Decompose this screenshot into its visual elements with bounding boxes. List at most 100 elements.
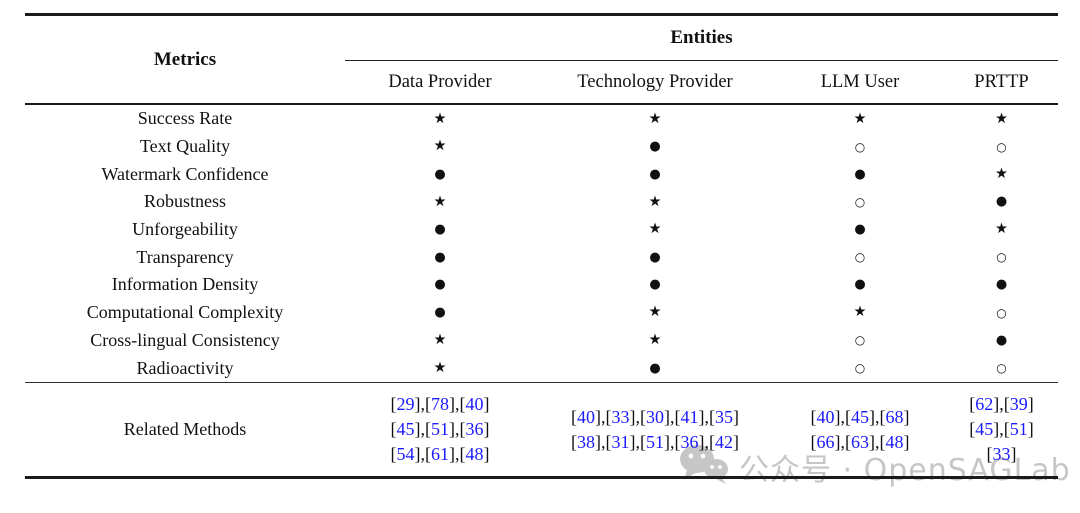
citation-link[interactable]: 31: [611, 431, 630, 452]
open-circle-symbol: ○: [854, 139, 866, 154]
citation-bracket: [: [969, 394, 976, 415]
citation-bracket: ]: [483, 394, 490, 415]
open-circle-symbol: ○: [854, 361, 866, 376]
citation-link[interactable]: 35: [715, 406, 733, 427]
citation-comma: ,: [420, 394, 426, 415]
citation-bracket: ]: [1010, 444, 1017, 465]
citation-link[interactable]: 36: [465, 419, 484, 440]
citation-bracket: ]: [483, 444, 490, 465]
citation-line: [62],[39]: [945, 392, 1058, 417]
citation-bracket: [: [390, 394, 397, 415]
citation-link[interactable]: 63: [851, 431, 869, 452]
citation-link[interactable]: 61: [431, 444, 449, 465]
citation-line: [40],[33],[30],[41],[35]: [535, 405, 775, 430]
citation-link[interactable]: 62: [975, 394, 994, 415]
citation-bracket: [: [605, 406, 612, 427]
metric-row: Text Quality ★ ● ○ ○: [25, 133, 1058, 161]
citation-link[interactable]: 39: [1009, 394, 1028, 415]
citation-link[interactable]: 29: [396, 394, 415, 415]
citation-line: [29],[78],[40]: [345, 392, 535, 417]
citation-bracket: ]: [834, 431, 841, 452]
citation-link[interactable]: 54: [396, 444, 415, 465]
citation-bracket: [: [879, 431, 886, 452]
citation-comma: ,: [601, 406, 606, 427]
citation-bracket: [: [810, 431, 817, 452]
citation-comma: ,: [455, 394, 460, 415]
citation-bracket: ]: [629, 406, 636, 427]
citation-bracket: [: [459, 394, 466, 415]
citation-comma: ,: [635, 431, 641, 452]
citation-bracket: [: [674, 406, 681, 427]
header-rule: [25, 103, 1058, 105]
citation-bracket: ]: [414, 419, 421, 440]
citation-bracket: ]: [664, 431, 670, 452]
citation-bracket: ]: [733, 431, 739, 452]
citation-link[interactable]: 41: [680, 406, 699, 427]
citation-bracket: [: [425, 394, 431, 415]
citation-bracket: ]: [449, 444, 455, 465]
column-header-prttp: PRTTP: [974, 71, 1029, 92]
citation-bracket: ]: [733, 406, 739, 427]
citation-comma: ,: [420, 419, 426, 440]
citation-link[interactable]: 48: [885, 431, 904, 452]
metric-row: Computational Complexity ● ★ ★ ○: [25, 299, 1058, 327]
citation-bracket: [: [969, 419, 976, 440]
citation-bracket: [: [1003, 394, 1010, 415]
citation-comma: ,: [420, 444, 426, 465]
open-circle-symbol: ○: [996, 361, 1007, 376]
citation-link[interactable]: 38: [577, 431, 595, 452]
citation-link[interactable]: 51: [431, 419, 449, 440]
metric-row: Transparency ● ● ○ ○: [25, 243, 1058, 271]
citation-bracket: [: [571, 406, 577, 427]
citation-link[interactable]: 42: [715, 431, 733, 452]
citation-line: [45],[51]: [945, 417, 1058, 442]
entities-underline: [345, 60, 1058, 61]
citation-bracket: ]: [993, 419, 1000, 440]
citation-link[interactable]: 45: [975, 419, 994, 440]
citation-link[interactable]: 40: [816, 406, 835, 427]
citation-bracket: [: [390, 419, 397, 440]
metric-label: Text Quality: [139, 136, 231, 157]
metric-label: Robustness: [143, 191, 226, 212]
citation-link[interactable]: 33: [992, 444, 1011, 465]
citation-bracket: ]: [869, 431, 875, 452]
star-symbol: ★: [433, 138, 447, 155]
column-header-data-provider: Data Provider: [388, 71, 492, 92]
citation-link[interactable]: 68: [885, 406, 904, 427]
citation-link[interactable]: 30: [646, 406, 664, 427]
citation-bracket: [: [1003, 419, 1010, 440]
column-header-technology-provider: Technology Provider: [577, 71, 733, 92]
citation-bracket: ]: [993, 394, 1000, 415]
citation-comma: ,: [704, 431, 710, 452]
citation-comma: ,: [601, 431, 606, 452]
filled-circle-symbol: ●: [649, 139, 661, 155]
citation-link[interactable]: 45: [396, 419, 415, 440]
related-methods-label: Related Methods: [123, 419, 247, 440]
citation-link[interactable]: 36: [680, 431, 699, 452]
citation-link[interactable]: 45: [851, 406, 869, 427]
citation-link[interactable]: 51: [1009, 419, 1028, 440]
citation-comma: ,: [875, 431, 880, 452]
metric-label: Cross-lingual Consistency: [90, 329, 280, 350]
citation-bracket: [: [709, 406, 715, 427]
metric-row: Unforgeability ● ★ ● ★: [25, 216, 1058, 244]
citation-link[interactable]: 40: [577, 406, 595, 427]
citation-line: [40],[45],[68]: [775, 405, 945, 430]
related-methods-row: Related Methods [29],[78],[40] [45],[51],…: [25, 383, 1058, 476]
metric-row: Robustness ★ ★ ○ ●: [25, 188, 1058, 216]
citation-link[interactable]: 51: [646, 431, 664, 452]
citation-link[interactable]: 66: [816, 431, 835, 452]
metric-label: Computational Complexity: [86, 302, 284, 323]
citation-link[interactable]: 78: [431, 394, 449, 415]
citation-link[interactable]: 40: [465, 394, 484, 415]
filled-circle-symbol: ●: [649, 249, 661, 265]
bottom-rule: [25, 476, 1058, 480]
citation-comma: ,: [455, 419, 460, 440]
citation-bracket: ]: [834, 406, 841, 427]
citation-link[interactable]: 48: [465, 444, 484, 465]
metric-label: Information Density: [111, 274, 259, 295]
star-symbol: ★: [648, 304, 662, 321]
citation-bracket: [: [986, 444, 993, 465]
citation-comma: ,: [635, 406, 641, 427]
citation-link[interactable]: 33: [611, 406, 630, 427]
